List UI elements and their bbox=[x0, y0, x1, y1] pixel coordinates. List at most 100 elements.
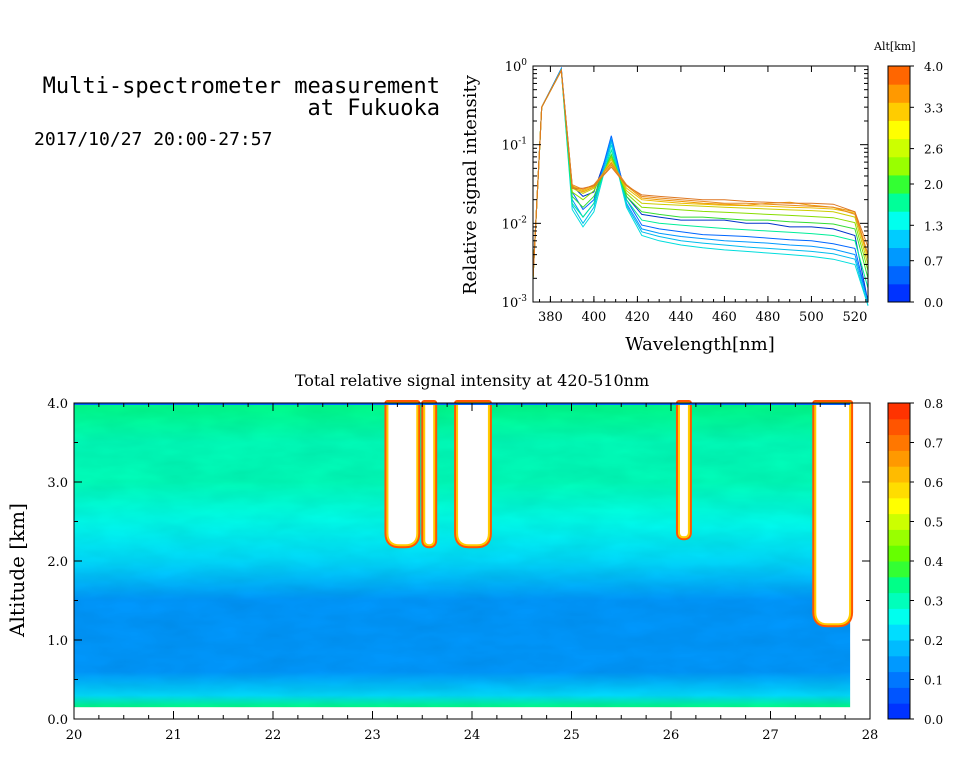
spectrum-xlabel: Wavelength[nm] bbox=[625, 334, 775, 355]
spectrum-xtick-label: 380 bbox=[538, 310, 563, 325]
heatmap-colorbar-swatch bbox=[888, 529, 910, 546]
heatmap-colorbar-label: 0.4 bbox=[924, 555, 943, 569]
heatmap-colorbar-swatch bbox=[888, 545, 910, 562]
heatmap-colorbar-swatch bbox=[888, 671, 910, 688]
heatmap-ytick-label: 2.0 bbox=[47, 555, 68, 570]
heatmap-colorbar-swatch bbox=[888, 655, 910, 673]
heatmap-title: Total relative signal intensity at 420-5… bbox=[295, 371, 649, 390]
spectrum-colorbar-swatch bbox=[888, 193, 910, 212]
spectrum-series-line-9 bbox=[532, 68, 869, 279]
spectrum-colorbar-label: 3.3 bbox=[924, 101, 943, 115]
spectrum-colorbar-swatch bbox=[888, 120, 910, 140]
spectrum-colorbar-swatch bbox=[888, 265, 910, 285]
heatmap-colorbar-label: 0.1 bbox=[924, 674, 943, 688]
heatmap-xtick-label: 23 bbox=[364, 728, 381, 743]
spectrum-colorbar-swatch bbox=[888, 247, 910, 267]
heatmap-xtick-label: 21 bbox=[165, 728, 182, 743]
heatmap-colorbar-label: 0.5 bbox=[924, 516, 943, 530]
heatmap-colorbar-swatch bbox=[888, 497, 910, 515]
heatmap-plume-edge-0 bbox=[386, 402, 419, 547]
heatmap-colorbar-swatch bbox=[888, 592, 910, 609]
heatmap-ytick-label: 0.0 bbox=[47, 713, 68, 728]
heatmap-colorbar-swatch bbox=[888, 608, 910, 625]
heatmap-ytick-label: 4.0 bbox=[47, 397, 68, 412]
heatmap-colorbar-label: 0.2 bbox=[924, 634, 943, 648]
spectrum-colorbar-swatch bbox=[888, 211, 910, 230]
spectrum-colorbar-swatch bbox=[888, 156, 910, 176]
spectrum-ytick-label: 100 bbox=[505, 58, 528, 75]
spectrum-colorbar-title: Alt[km] bbox=[873, 40, 916, 53]
spectrum-colorbar-swatch bbox=[888, 84, 910, 103]
heatmap-xtick-label: 22 bbox=[265, 728, 282, 743]
spectrum-xtick-label: 400 bbox=[581, 310, 606, 325]
heatmap-colorbar-swatch bbox=[888, 561, 910, 578]
heatmap-plume-edge-3 bbox=[677, 402, 690, 539]
spectrum-series-line-4 bbox=[532, 68, 869, 306]
heatmap-colorbar-swatch bbox=[888, 513, 910, 530]
measurement-datetime: 2017/10/27 20:00-27:57 bbox=[34, 129, 273, 150]
heatmap-xtick-label: 28 bbox=[862, 728, 879, 743]
spectrum-ytick-label: 10-2 bbox=[502, 215, 527, 232]
page-title-line2: at Fukuoka bbox=[307, 96, 440, 121]
spectrum-colorbar-label: 1.3 bbox=[924, 219, 943, 233]
heatmap-xtick-label: 20 bbox=[66, 728, 83, 743]
heatmap-ytick-label: 1.0 bbox=[47, 634, 68, 649]
heatmap-colorbar-label: 0.7 bbox=[924, 437, 943, 451]
spectrum-xtick-label: 480 bbox=[756, 310, 781, 325]
spectrum-series-line-3 bbox=[532, 67, 869, 306]
spectrum-line-chart: Relative signal intensity Wavelength[nm]… bbox=[460, 40, 943, 355]
spectrum-xtick-label: 500 bbox=[799, 310, 824, 325]
heatmap-colorbar-swatch bbox=[888, 624, 910, 641]
heatmap-colorbar-swatch bbox=[888, 450, 910, 467]
page-title-line1: Multi-spectrometer measurement bbox=[42, 74, 440, 99]
spectrum-colorbar-swatch bbox=[888, 102, 910, 121]
spectrum-xtick-label: 460 bbox=[712, 310, 737, 325]
spectrum-ytick-label: 10-3 bbox=[502, 294, 528, 311]
spectrum-series-line-11 bbox=[532, 68, 869, 279]
heatmap-colorbar-swatch bbox=[888, 466, 910, 483]
spectrum-colorbar-label: 2.6 bbox=[924, 143, 943, 157]
spectrum-series-line-2 bbox=[532, 67, 869, 303]
heatmap-colorbar-swatch bbox=[888, 482, 910, 499]
spectrum-series-line-1 bbox=[532, 66, 869, 303]
heatmap-colorbar-swatch bbox=[888, 418, 910, 436]
spectrum-ytick-label: 10-1 bbox=[502, 137, 527, 154]
heatmap-plume-edge-2 bbox=[456, 402, 490, 547]
spectrum-series-line-8 bbox=[532, 68, 869, 279]
heatmap-colorbar-swatch bbox=[888, 703, 910, 720]
heatmap-colorbar-label: 0.3 bbox=[924, 595, 943, 609]
heatmap-colorbar-swatch bbox=[888, 403, 910, 420]
spectrum-series-line-5 bbox=[532, 68, 869, 289]
spectrum-plot-frame bbox=[532, 65, 869, 303]
heatmap-colorbar-label: 0.0 bbox=[924, 713, 943, 727]
spectrum-colorbar-swatch bbox=[888, 283, 910, 303]
heatmap-xtick-label: 25 bbox=[563, 728, 580, 743]
heatmap-xtick-label: 24 bbox=[464, 728, 481, 743]
spectrum-series-line-12 bbox=[532, 68, 869, 279]
spectrum-colorbar-label: 0.7 bbox=[924, 255, 943, 269]
spectrum-colorbar-swatch bbox=[888, 138, 910, 158]
heatmap-xtick-label: 26 bbox=[663, 728, 680, 743]
heatmap-xtick-label: 27 bbox=[762, 728, 779, 743]
spectrum-ylabel: Relative signal intensity bbox=[460, 74, 481, 295]
heatmap-colorbar-label: 0.6 bbox=[924, 476, 943, 490]
heatmap-colorbar-swatch bbox=[888, 640, 910, 657]
heatmap-colorbar-swatch bbox=[888, 687, 910, 704]
spectrum-xtick-label: 520 bbox=[843, 310, 868, 325]
spectrum-xtick-label: 420 bbox=[625, 310, 650, 325]
heatmap-colorbar-swatch bbox=[888, 434, 910, 451]
spectrum-colorbar-swatch bbox=[888, 229, 910, 249]
heatmap-colorbar-swatch bbox=[888, 576, 910, 594]
heatmap-colorbar-label: 0.8 bbox=[924, 397, 943, 411]
spectrum-series-line-7 bbox=[532, 68, 869, 279]
heatmap-plume-edge-4 bbox=[814, 402, 852, 626]
spectrum-colorbar-swatch bbox=[888, 66, 910, 85]
heatmap-plume-edge-1 bbox=[423, 402, 436, 547]
heatmap-ylabel: Altitude [km] bbox=[5, 503, 29, 638]
spectrum-colorbar-label: 0.0 bbox=[924, 296, 943, 310]
spectrum-colorbar-label: 2.0 bbox=[924, 178, 943, 192]
spectrum-colorbar-swatch bbox=[888, 174, 910, 194]
spectrum-series-line-6 bbox=[532, 68, 869, 279]
heatmap-ytick-label: 3.0 bbox=[47, 476, 68, 491]
